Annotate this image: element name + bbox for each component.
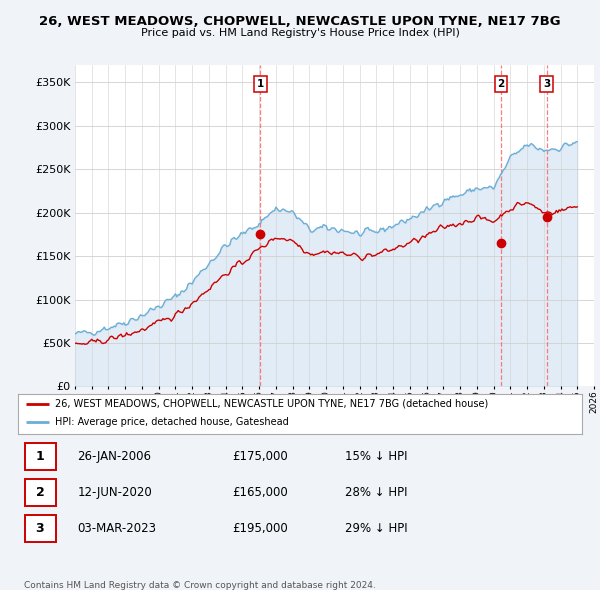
Text: 1: 1 (35, 450, 44, 463)
FancyBboxPatch shape (25, 479, 56, 506)
Text: 12-JUN-2020: 12-JUN-2020 (77, 486, 152, 499)
FancyBboxPatch shape (25, 515, 56, 542)
Text: 26-JAN-2006: 26-JAN-2006 (77, 450, 151, 463)
Text: 1: 1 (257, 79, 264, 89)
Text: 3: 3 (35, 522, 44, 535)
Text: £165,000: £165,000 (232, 486, 288, 499)
Text: 28% ↓ HPI: 28% ↓ HPI (345, 486, 407, 499)
Text: 29% ↓ HPI: 29% ↓ HPI (345, 522, 408, 535)
Text: 3: 3 (543, 79, 550, 89)
Text: £175,000: £175,000 (232, 450, 288, 463)
Text: 2: 2 (497, 79, 505, 89)
FancyBboxPatch shape (25, 443, 56, 470)
Text: £195,000: £195,000 (232, 522, 288, 535)
Text: 15% ↓ HPI: 15% ↓ HPI (345, 450, 407, 463)
Text: Contains HM Land Registry data © Crown copyright and database right 2024.
This d: Contains HM Land Registry data © Crown c… (24, 581, 376, 590)
Text: HPI: Average price, detached house, Gateshead: HPI: Average price, detached house, Gate… (55, 417, 289, 427)
Text: 03-MAR-2023: 03-MAR-2023 (77, 522, 156, 535)
Text: 2: 2 (35, 486, 44, 499)
Text: 26, WEST MEADOWS, CHOPWELL, NEWCASTLE UPON TYNE, NE17 7BG (detached house): 26, WEST MEADOWS, CHOPWELL, NEWCASTLE UP… (55, 399, 488, 408)
Text: 26, WEST MEADOWS, CHOPWELL, NEWCASTLE UPON TYNE, NE17 7BG: 26, WEST MEADOWS, CHOPWELL, NEWCASTLE UP… (39, 15, 561, 28)
Text: Price paid vs. HM Land Registry's House Price Index (HPI): Price paid vs. HM Land Registry's House … (140, 28, 460, 38)
